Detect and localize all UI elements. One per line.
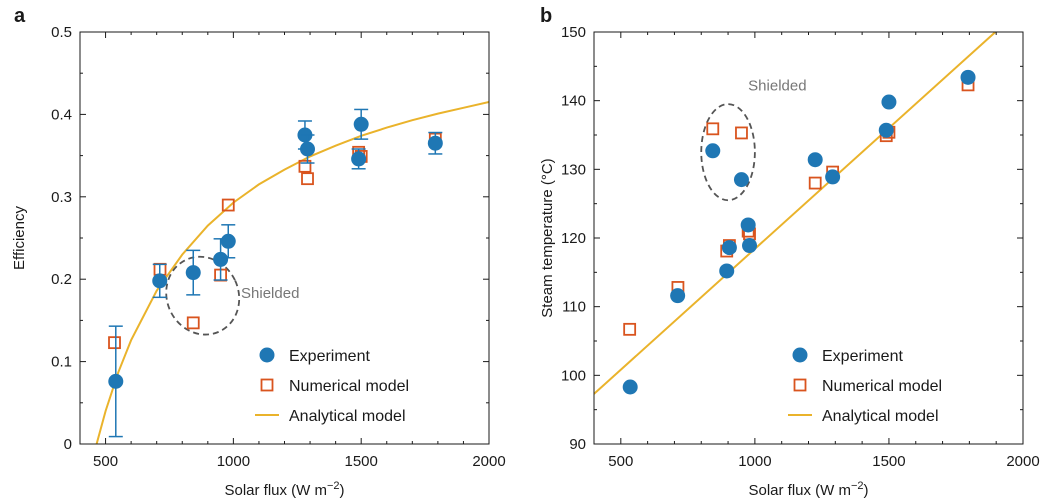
shielded-ellipse — [165, 255, 241, 336]
experiment-point — [719, 263, 735, 279]
legend-experiment-label: Experiment — [289, 348, 370, 365]
numerical-model-point — [808, 176, 822, 190]
y-axis-title: Efficiency — [11, 206, 28, 270]
numerical-model-point — [298, 159, 312, 173]
legend: Experiment Numerical model Analytical mode… — [788, 347, 942, 425]
chart-panel-b: b 500 1000 1500 2000 90 100 110 120 130 140 150 Sola… — [539, 5, 1040, 499]
x-axis-title-sup: −2 — [327, 480, 340, 492]
x-axis-title: Solar flux (W m−2) — [748, 480, 868, 499]
experiment-point — [353, 116, 369, 132]
legend-numerical-marker — [260, 378, 274, 392]
y-tick-label: 0.2 — [51, 271, 72, 288]
x-tick-label: 1500 — [872, 453, 905, 470]
x-axis-title-sup: −2 — [851, 480, 864, 492]
numerical-model-point — [301, 172, 314, 186]
experiment-point — [300, 141, 316, 157]
panel-label: a — [14, 5, 26, 27]
y-tick-label: 0.4 — [51, 106, 72, 123]
x-tick-label: 1500 — [345, 453, 378, 470]
experiment-point — [185, 265, 201, 281]
y-tick-label: 130 — [561, 161, 586, 178]
experiment-point — [807, 152, 823, 168]
y-tick-label: 140 — [561, 93, 586, 110]
x-axis-title: Solar flux (W m−2) — [224, 480, 344, 499]
legend-experiment-marker — [259, 347, 275, 363]
numerical-model-point — [186, 316, 200, 330]
x-axis-title-main: Solar flux (W m — [748, 482, 851, 499]
x-axis-title-close: ) — [340, 482, 345, 499]
experiment-point — [427, 135, 443, 151]
numerical-model-point — [706, 122, 720, 136]
y-tick-label: 150 — [561, 24, 586, 41]
x-tick-label: 1000 — [738, 453, 771, 470]
legend: Experiment Numerical model Analytical mode… — [255, 347, 409, 425]
numerical-model-point — [735, 126, 748, 140]
legend-analytical-label: Analytical model — [289, 408, 406, 425]
plot-area — [594, 32, 997, 395]
numerical-model-point — [221, 198, 235, 212]
x-tick-label: 2000 — [1006, 453, 1039, 470]
experiment-point — [622, 379, 638, 395]
experiment-point — [733, 172, 749, 188]
experiment-point — [721, 240, 737, 256]
y-tick-label: 0.1 — [51, 354, 72, 371]
experiment-point — [152, 273, 168, 289]
experiment-point — [351, 151, 367, 167]
y-tick-label: 90 — [569, 436, 586, 453]
numerical-model-point — [623, 322, 637, 336]
plot-frame — [593, 31, 1024, 445]
experiment-point — [825, 169, 841, 185]
experiment-point — [881, 94, 897, 110]
numerical-model-point — [108, 336, 121, 350]
legend-analytical-label: Analytical model — [822, 408, 939, 425]
experiment-point — [742, 238, 758, 254]
legend-numerical-label: Numerical model — [822, 378, 942, 395]
x-tick-label: 2000 — [472, 453, 505, 470]
analytical-model-line — [95, 101, 489, 444]
chart-panel-a: a 500 1000 1500 2000 0 0.1 0.2 0.3 0.4 0.5 Solar fl… — [11, 5, 506, 499]
x-tick-label: 1000 — [217, 453, 250, 470]
experiment-point — [220, 233, 236, 249]
x-axis-title-close: ) — [864, 482, 869, 499]
experiment-point — [108, 373, 124, 389]
y-tick-label: 120 — [561, 230, 586, 247]
shielded-ellipse — [700, 103, 756, 202]
legend-numerical-marker — [793, 378, 807, 392]
experiment-point — [740, 217, 756, 233]
experiment-point — [960, 69, 976, 85]
experiment-point — [878, 122, 894, 138]
shielded-label: Shielded — [241, 285, 299, 302]
y-axis-title: Steam temperature (°C) — [539, 158, 556, 317]
shielded-label: Shielded — [748, 77, 806, 94]
y-tick-label: 100 — [561, 367, 586, 384]
legend-numerical-label: Numerical model — [289, 378, 409, 395]
x-tick-label: 500 — [608, 453, 633, 470]
experiment-point — [705, 143, 721, 159]
y-tick-label: 0 — [64, 436, 72, 453]
x-axis-title-main: Solar flux (W m — [224, 482, 327, 499]
plot-frame — [79, 31, 490, 445]
legend-experiment-label: Experiment — [822, 348, 903, 365]
plot-area — [95, 101, 489, 444]
x-tick-label: 500 — [93, 453, 118, 470]
y-tick-label: 0.5 — [51, 24, 72, 41]
panel-label: b — [540, 5, 552, 27]
analytical-model-line — [594, 32, 997, 395]
experiment-point — [213, 251, 229, 267]
y-tick-label: 110 — [562, 299, 586, 316]
y-tick-label: 0.3 — [51, 189, 72, 206]
legend-experiment-marker — [792, 347, 808, 363]
experiment-point — [670, 288, 686, 304]
